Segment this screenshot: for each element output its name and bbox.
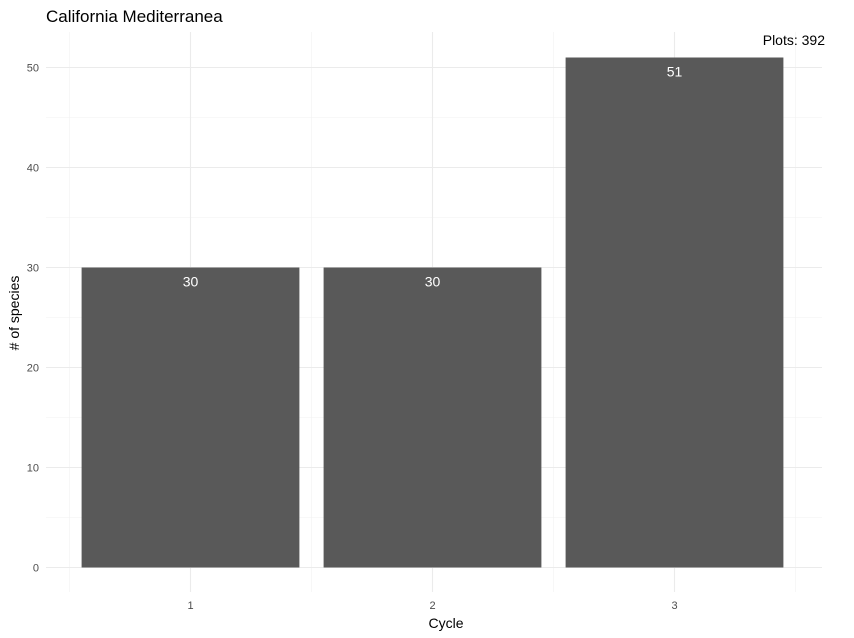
axis-ticks: 0 10 20 30 40 50 1 2 3 <box>27 63 678 613</box>
bar-value-label: 30 <box>183 274 199 290</box>
y-tick-label: 30 <box>27 263 39 275</box>
bar-value-label: 51 <box>667 64 683 80</box>
y-axis-title: # of species <box>6 276 22 351</box>
x-tick-label: 3 <box>671 600 677 612</box>
y-tick-label: 40 <box>27 163 39 175</box>
y-tick-label: 20 <box>27 363 39 375</box>
bar-labels: 30 30 51 <box>183 64 683 290</box>
y-tick-label: 0 <box>33 563 39 575</box>
bars <box>81 57 784 568</box>
x-tick-label: 1 <box>187 600 193 612</box>
bar <box>323 267 542 568</box>
y-tick-label: 10 <box>27 463 39 475</box>
bar <box>81 267 300 568</box>
bar-value-label: 30 <box>425 274 441 290</box>
x-tick-label: 2 <box>429 600 435 612</box>
y-tick-label: 50 <box>27 63 39 75</box>
bar <box>565 57 784 568</box>
chart-title: California Mediterranea <box>46 7 223 26</box>
x-axis-title: Cycle <box>428 615 463 631</box>
plots-annotation: Plots: 392 <box>763 32 825 48</box>
